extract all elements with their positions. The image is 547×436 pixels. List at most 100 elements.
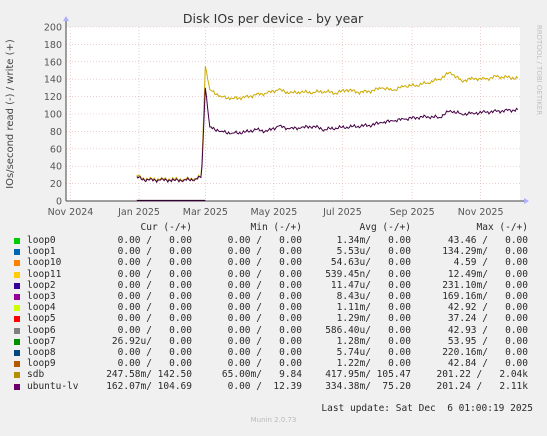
legend-row-loop11: loop11 0.00 / 0.00 0.00 / 0.00 539.45n/ 0.0… [0, 269, 547, 280]
legend-max: 231.10m/ 0.00 [442, 279, 528, 291]
x-tick-label: Mar 2025 [183, 207, 228, 218]
legend-max: 42.84 / 0.00 [447, 358, 528, 370]
rrdtool-credit: RRDTOOL / TOBI OETIKER [535, 25, 543, 115]
legend-row-loop1: loop1 0.00 / 0.00 0.00 / 0.00 5.53u/ 0.00 13… [0, 246, 547, 257]
legend-max: 43.46 / 0.00 [447, 235, 528, 246]
legend-swatch [14, 361, 20, 368]
legend-min: 0.00 / 0.00 [227, 279, 302, 291]
legend-min: 0.00 / 0.00 [227, 347, 302, 358]
legend-row-loop6: loop6 0.00 / 0.00 0.00 / 0.00 586.40u/ 0.00… [0, 325, 547, 336]
legend-avg: 5.74u/ 0.00 [336, 347, 411, 358]
legend-name: loop0 [27, 235, 56, 246]
legend-min: 0.00 / 0.00 [227, 246, 302, 258]
legend-name: loop5 [27, 313, 56, 325]
x-tick-label: Jul 2025 [322, 207, 362, 218]
legend-max: 12.49m/ 0.00 [447, 268, 528, 280]
legend-name: sdb [27, 369, 45, 381]
y-axis-label: IOs/second read (-) / write (+) [5, 39, 16, 189]
legend-min: 0.00 / 0.00 [227, 358, 302, 370]
legend-avg: 11.47u/ 0.00 [330, 279, 411, 291]
legend-swatch [14, 316, 20, 323]
legend-cur: 0.00 / 0.00 [117, 347, 192, 358]
legend-swatch [14, 238, 20, 244]
legend-row-loop0: loop0 0.00 / 0.00 0.00 / 0.00 1.34m/ 0.00 43… [0, 235, 547, 246]
legend-cur: 162.07m/ 104.69 [106, 380, 192, 392]
legend-min: 0.00 / 0.00 [227, 335, 302, 347]
legend-max: 37.24 / 0.00 [447, 313, 528, 325]
y-tick-label: 140 [44, 75, 62, 86]
legend-header-max: Max (-/+) [476, 222, 528, 233]
legend-swatch [14, 372, 20, 379]
legend-avg: 417.95m/ 105.47 [325, 369, 411, 381]
legend-swatch [14, 260, 20, 267]
x-tick-label: Jan 2025 [117, 207, 160, 218]
legend-cur: 0.00 / 0.00 [117, 291, 192, 302]
x-tick-label: May 2025 [250, 207, 297, 218]
legend-avg: 1.22m/ 0.00 [336, 358, 411, 370]
legend-name: ubuntu-lv [27, 380, 79, 392]
legend-cur: 0.00 / 0.00 [117, 268, 192, 280]
legend-avg: 8.43u/ 0.00 [336, 291, 411, 302]
legend-max: 169.16m/ 0.00 [442, 291, 528, 302]
series-line-ubuntu-lv [136, 87, 519, 184]
x-tick-label: Sep 2025 [390, 207, 435, 218]
y-tick-label: 180 [44, 40, 62, 51]
legend-row-loop5: loop5 0.00 / 0.00 0.00 / 0.00 1.29m/ 0.00 37… [0, 313, 547, 324]
munin-version: Munin 2.0.73 [250, 416, 297, 424]
legend-name: loop3 [27, 291, 56, 302]
y-tick-label: 120 [44, 92, 62, 103]
legend-cur: 0.00 / 0.00 [117, 358, 192, 370]
legend-header-cur: Cur (-/+) [140, 222, 192, 233]
legend-max: 220.16m/ 0.00 [442, 347, 528, 358]
legend-swatch [14, 305, 20, 312]
series-line-sdb [136, 66, 519, 182]
legend-min: 0.00 / 12.39 [227, 380, 302, 392]
chart-title: Disk IOs per device - by year [183, 11, 364, 26]
legend-avg: 5.53u/ 0.00 [336, 246, 411, 258]
legend-min: 0.00 / 0.00 [227, 313, 302, 325]
legend-cur: 0.00 / 0.00 [117, 235, 192, 246]
y-tick-label: 100 [44, 110, 62, 121]
x-ticks: Nov 2024 Jan 2025 Mar 2025 May 2025 Jul 2025… [48, 207, 504, 218]
y-tick-label: 20 [50, 179, 62, 190]
legend-min: 0.00 / 0.00 [227, 268, 302, 280]
legend-swatch [14, 282, 20, 289]
legend-min: 0.00 / 0.00 [227, 257, 302, 269]
legend-name: loop11 [27, 268, 62, 280]
legend-row-loop4: loop4 0.00 / 0.00 0.00 / 0.00 1.11m/ 0.00 42… [0, 302, 547, 313]
legend-swatch [14, 327, 20, 334]
legend-max: 4.59 / 0.00 [453, 257, 528, 269]
legend-name: loop8 [27, 347, 56, 358]
legend-cur: 0.00 / 0.00 [117, 246, 192, 258]
x-tick-label: Nov 2024 [48, 207, 94, 218]
legend-max: 42.92 / 0.00 [447, 302, 528, 314]
legend-swatch [14, 383, 20, 390]
legend-avg: 1.11m/ 0.00 [336, 302, 411, 314]
y-axis-arrow [63, 16, 69, 21]
legend-min: 0.00 / 0.00 [227, 324, 302, 336]
legend-cur: 0.00 / 0.00 [117, 324, 192, 336]
legend-min: 0.00 / 0.00 [227, 291, 302, 302]
legend-min: 65.00m/ 9.84 [221, 369, 302, 381]
legend-table: Cur (-/+) Min (-/+) Avg (-/+) Max (-/+) … [0, 220, 547, 431]
legend-avg: 586.40u/ 0.00 [325, 324, 411, 336]
legend-name: loop2 [27, 279, 56, 291]
legend-max: 201.22 / 2.04k [436, 369, 528, 381]
legend-cur: 0.00 / 0.00 [117, 257, 192, 269]
legend-row-loop7: loop7 26.92u/ 0.00 0.00 / 0.00 1.28m/ 0.00 5… [0, 336, 547, 347]
legend-name: loop6 [27, 324, 56, 336]
legend-row-loop10: loop10 0.00 / 0.00 0.00 / 0.00 54.63u/ 0.00… [0, 257, 547, 268]
legend-swatch [14, 271, 20, 278]
legend-swatch [14, 294, 20, 300]
legend-max: 134.29m/ 0.00 [442, 246, 528, 258]
y-tick-label: 0 [56, 197, 62, 208]
y-tick-label: 40 [50, 162, 62, 173]
legend-cur: 247.58m/ 142.50 [106, 369, 192, 381]
legend-avg: 54.63u/ 0.00 [330, 257, 411, 269]
legend-avg: 334.38m/ 75.20 [325, 380, 411, 392]
legend-avg: 539.45n/ 0.00 [325, 268, 411, 280]
chart-svg: 0 20 40 60 80 100 120 140 160 180 200 Nov 2024 Jan … [5, 11, 543, 218]
legend-avg: 1.34m/ 0.00 [336, 235, 411, 246]
legend-row-loop2: loop2 0.00 / 0.00 0.00 / 0.00 11.47u/ 0.00 2… [0, 280, 547, 291]
